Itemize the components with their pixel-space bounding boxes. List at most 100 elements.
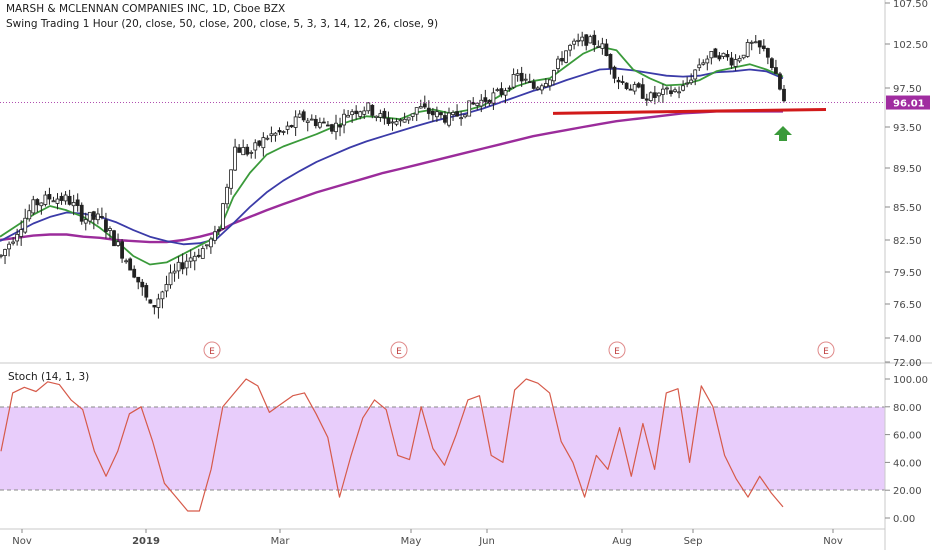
candle-body: [430, 110, 435, 116]
candle-body: [334, 122, 338, 133]
candle-body: [354, 110, 359, 115]
candle-body: [677, 91, 681, 94]
candle-body: [152, 305, 157, 308]
candle-body: [100, 216, 104, 218]
candle-body: [479, 99, 484, 107]
candle-body: [560, 57, 564, 62]
candle-body: [499, 88, 504, 95]
candle-body: [511, 74, 516, 88]
stoch-line: [0, 378, 784, 512]
candle-body: [648, 92, 653, 101]
ma-green-line: [0, 45, 784, 266]
candle-body: [95, 213, 100, 221]
candle-body: [11, 241, 16, 244]
candle-body: [394, 121, 399, 125]
candle-body: [543, 83, 548, 88]
candle-body: [661, 88, 665, 95]
candle-body: [644, 98, 649, 101]
candle-body: [721, 52, 726, 57]
time-tick-label: Jun: [478, 536, 495, 547]
candle-body: [0, 254, 3, 257]
price-tick-label: 107.50: [893, 0, 928, 10]
candle-body: [414, 107, 419, 115]
candle-body: [67, 195, 72, 205]
candle-body: [305, 120, 310, 123]
candle-body: [71, 202, 76, 207]
candle-body: [108, 228, 112, 231]
price-tick-label: 79.50: [893, 268, 922, 279]
candle-body: [59, 195, 64, 201]
candle-body: [104, 219, 108, 232]
candle-body: [580, 36, 585, 42]
candle-body: [624, 82, 629, 89]
candle-body: [725, 54, 730, 58]
candle-body: [733, 59, 738, 67]
candle-body: [483, 97, 488, 102]
candle-body: [761, 45, 766, 49]
candle-body: [487, 99, 492, 104]
candle-body: [749, 41, 754, 44]
candle-body: [326, 124, 330, 127]
candle-body: [249, 151, 254, 154]
support-line: [552, 107, 827, 115]
candle-body: [632, 84, 637, 92]
candle-body: [75, 199, 80, 206]
earnings-marker-label: E: [396, 347, 402, 357]
last-price-badge: [886, 95, 930, 110]
candle-body: [685, 82, 690, 85]
candle-body: [689, 79, 694, 84]
candle-body: [370, 104, 375, 116]
candle-body: [309, 118, 314, 121]
up-arrow-icon: [774, 126, 792, 141]
candle-body: [548, 79, 552, 87]
price-tick-label: 89.50: [893, 164, 922, 175]
candle-body: [257, 140, 262, 146]
candle-body: [374, 115, 379, 118]
candle-body: [160, 291, 165, 300]
candle-body: [321, 121, 326, 124]
candle-body: [241, 147, 246, 156]
candle-body: [713, 48, 718, 58]
candle-body: [782, 88, 786, 102]
stoch-title: Stoch (14, 1, 3): [8, 371, 89, 383]
candle-body: [366, 102, 371, 112]
candle-body: [778, 73, 782, 90]
candle-body: [128, 258, 133, 271]
candle-body: [515, 73, 520, 76]
candle-body: [342, 113, 346, 126]
candle-body: [564, 50, 568, 63]
candle-body: [293, 116, 298, 128]
candle-body: [636, 83, 641, 88]
candle-body: [774, 67, 778, 74]
candle-body: [600, 43, 605, 49]
candle-body: [27, 210, 32, 220]
stoch-tick-label: 40.00: [893, 458, 922, 469]
candle-body: [15, 233, 20, 242]
candle-body: [289, 125, 294, 128]
candle-body: [91, 211, 96, 220]
candle-body: [592, 34, 597, 46]
earnings-marker: [203, 341, 221, 359]
candle-body: [51, 200, 56, 203]
earnings-marker-label: E: [823, 347, 829, 357]
candle-body: [313, 118, 318, 127]
candle-body: [132, 268, 137, 278]
ma-purple-line: [0, 110, 783, 244]
candle-body: [596, 46, 601, 48]
candle-body: [681, 85, 685, 91]
candle-body: [148, 299, 153, 304]
candle-body: [447, 112, 451, 126]
candle-body: [382, 110, 387, 119]
candle-body: [192, 255, 197, 262]
time-tick-label: Nov: [823, 536, 843, 547]
candle-body: [221, 203, 225, 229]
candle-body: [386, 117, 391, 124]
candle-body: [422, 103, 427, 108]
candle-body: [3, 249, 7, 256]
candle-body: [229, 169, 233, 189]
candle-body: [277, 129, 282, 133]
candle-body: [652, 92, 657, 98]
candle-body: [43, 194, 48, 205]
candle-body: [471, 102, 476, 105]
